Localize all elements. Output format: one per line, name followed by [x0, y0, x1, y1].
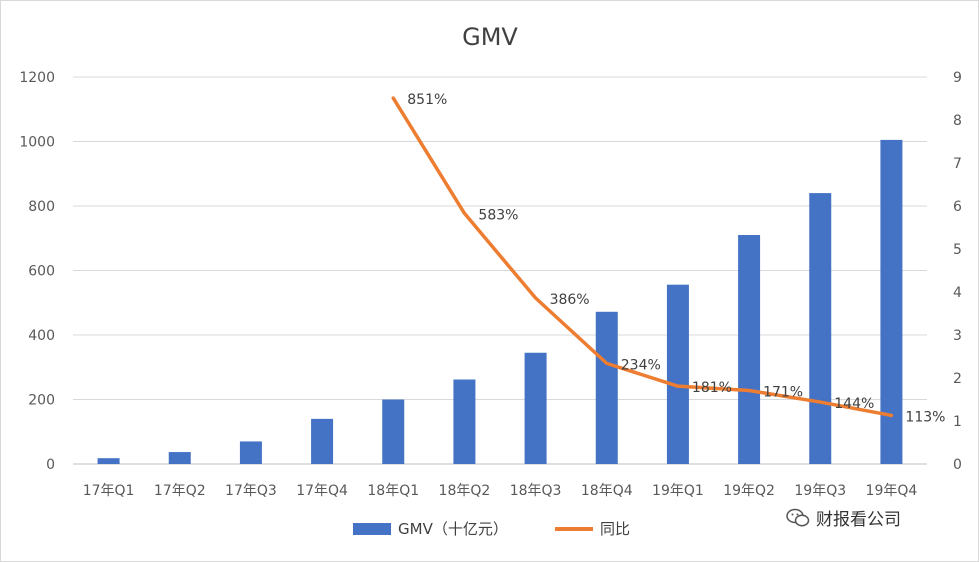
x-tick-label: 17年Q2	[154, 483, 206, 499]
gmv-bar	[666, 284, 689, 464]
yoy-point	[391, 96, 395, 100]
x-tick-label: 19年Q2	[723, 483, 775, 499]
x-axis: 17年Q1 17年Q2 17年Q3 17年Q4 18年Q1 18年Q2 18年Q3 18年Q4…	[83, 483, 918, 499]
right-tick-label: 4	[953, 285, 962, 301]
right-tick-label: 9	[953, 70, 962, 86]
right-tick-label: 3	[953, 328, 962, 344]
x-tick-label: 18年Q1	[367, 483, 419, 499]
gmv-bar	[738, 235, 761, 464]
gmv-bar	[809, 193, 832, 464]
gridlines	[73, 76, 927, 465]
x-tick-label: 17年Q3	[225, 483, 277, 499]
gmv-bar	[97, 458, 120, 464]
right-tick-label: 6	[953, 199, 962, 215]
right-tick-label: 8	[953, 113, 962, 129]
gmv-bar	[382, 399, 405, 464]
legend-label-gmv: GMV（十亿元）	[398, 520, 508, 538]
x-tick-label: 18年Q4	[581, 483, 633, 499]
legend-label-yoy: 同比	[600, 520, 630, 538]
left-tick-label: 600	[28, 264, 55, 280]
bar-series	[97, 139, 903, 464]
yoy-point	[534, 296, 538, 300]
yoy-data-label: 171%	[763, 384, 803, 400]
gmv-bar	[595, 311, 618, 464]
watermark: 财报看公司	[786, 505, 901, 530]
left-tick-label: 400	[28, 328, 55, 344]
yoy-line	[391, 96, 894, 418]
yoy-point	[889, 413, 893, 417]
x-tick-label: 18年Q3	[510, 483, 562, 499]
yoy-data-label: 583%	[478, 207, 518, 223]
left-axis: 0 200 400 600 800 1000 1200	[19, 70, 55, 473]
yoy-point	[747, 388, 751, 392]
yoy-data-label: 113%	[905, 409, 945, 425]
x-tick-label: 17年Q1	[83, 483, 135, 499]
yoy-data-label: 181%	[692, 380, 732, 396]
yoy-data-label: 386%	[550, 292, 590, 308]
yoy-point	[676, 384, 680, 388]
gmv-bar	[311, 418, 334, 464]
line-series: 851% 583% 386% 234% 181% 171% 144% 113%	[391, 92, 945, 425]
left-tick-label: 800	[28, 199, 55, 215]
watermark-text: 财报看公司	[816, 510, 901, 530]
yoy-data-label: 234%	[621, 357, 661, 373]
yoy-data-label: 851%	[407, 92, 447, 108]
yoy-point	[462, 211, 466, 215]
x-tick-label: 19年Q1	[652, 483, 704, 499]
x-tick-label: 17年Q4	[296, 483, 348, 499]
x-tick-label: 19年Q3	[794, 483, 846, 499]
yoy-point	[818, 400, 822, 404]
right-tick-label: 1	[953, 414, 962, 430]
gmv-bar	[524, 352, 547, 464]
x-tick-label: 18年Q2	[439, 483, 491, 499]
right-axis: 0 1 2 3 4 5 6 7 8 9	[953, 70, 962, 473]
gmv-bar	[168, 452, 191, 464]
gmv-bar	[453, 379, 476, 464]
legend: GMV（十亿元） 同比	[353, 520, 630, 538]
left-tick-label: 0	[46, 457, 55, 473]
gmv-bar	[880, 139, 903, 464]
left-tick-label: 1200	[19, 70, 55, 86]
right-tick-label: 5	[953, 242, 962, 258]
right-tick-label: 0	[953, 457, 962, 473]
left-tick-label: 200	[28, 393, 55, 409]
left-tick-label: 1000	[19, 135, 55, 151]
x-tick-label: 19年Q4	[866, 483, 918, 499]
gmv-bar	[239, 441, 262, 464]
right-tick-label: 7	[953, 156, 962, 172]
right-tick-label: 2	[953, 371, 962, 387]
wechat-icon	[786, 508, 810, 526]
yoy-data-label: 144%	[834, 396, 874, 412]
legend-swatch-gmv	[353, 523, 391, 535]
chart-title: GMV	[462, 23, 518, 51]
yoy-point	[605, 361, 609, 365]
